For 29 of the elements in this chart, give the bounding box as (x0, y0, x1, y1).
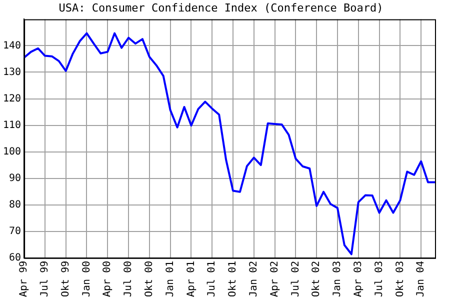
y-tick-label: 100 (3, 146, 22, 158)
y-tick-label: 80 (9, 199, 22, 210)
x-tick-label: Apr 01 (186, 260, 197, 297)
x-tick-label: Apr 02 (269, 260, 280, 297)
x-tick-label: Okt 99 (60, 260, 72, 297)
x-tick-label: Jan 02 (248, 260, 260, 297)
y-tick-label: 130 (3, 66, 22, 78)
x-tick-label: Okt 03 (394, 260, 406, 297)
x-tick-label: Okt 00 (144, 260, 156, 297)
x-tick-label: Apr 03 (352, 260, 364, 297)
x-tick-label: Jul 01 (206, 260, 218, 297)
x-tick-label: Jul 99 (40, 260, 51, 297)
y-tick-label: 120 (3, 93, 22, 104)
y-tick-label: 110 (3, 120, 22, 131)
x-tick-label: Jan 03 (332, 260, 344, 297)
x-tick-label: Jan 04 (416, 260, 427, 297)
x-tick-label: Okt 02 (311, 260, 322, 297)
y-tick-label: 70 (9, 226, 22, 237)
chart-title: USA: Consumer Confidence Index (Conference Board) (58, 1, 384, 14)
y-tick-label: 140 (3, 40, 22, 52)
x-tick-label: Apr 99 (18, 260, 30, 297)
x-tick-label: Jan 01 (164, 260, 176, 297)
x-tick-label: Jul 00 (123, 260, 134, 297)
x-tick-label: Okt 01 (228, 260, 239, 297)
x-tick-label: Apr 00 (102, 260, 114, 297)
x-tick-label: Jul 02 (290, 260, 302, 297)
x-tick-label: Jan 00 (81, 260, 92, 297)
y-tick-label: 90 (9, 172, 22, 184)
x-tick-label: Jul 03 (374, 260, 385, 297)
